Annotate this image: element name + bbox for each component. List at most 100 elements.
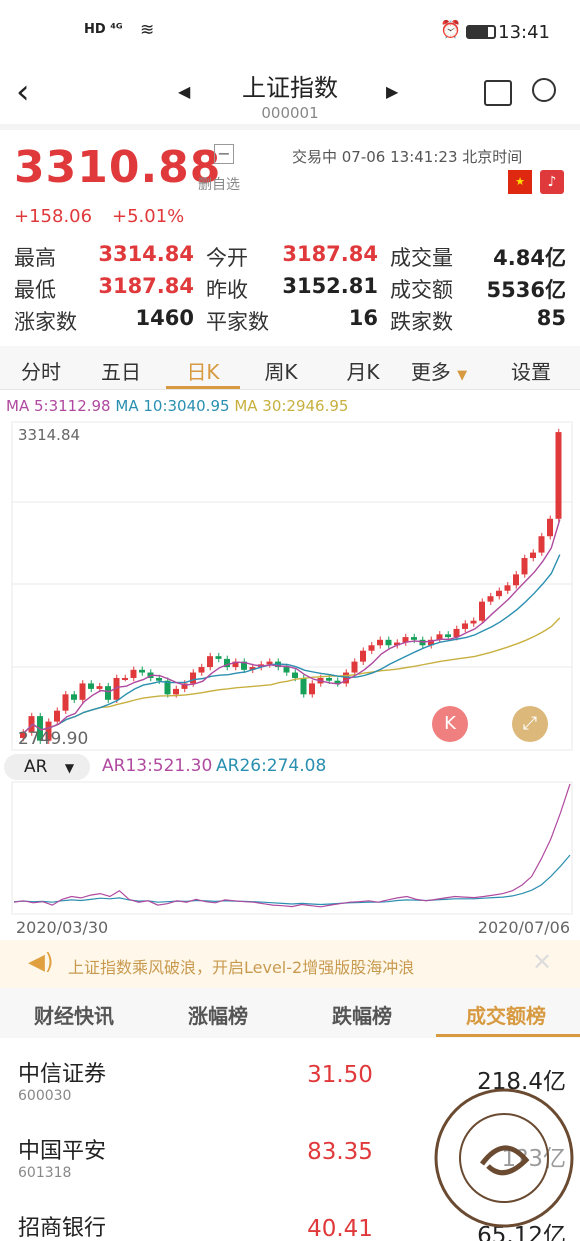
candle [224, 658, 230, 668]
stock-name: 招商银行 [18, 1216, 107, 1241]
tab-period[interactable]: 设置 [511, 360, 551, 384]
candle [521, 558, 528, 575]
nav-bar: ‹ ◀ 上证指数 000001 ▶ [0, 64, 580, 130]
candle [96, 686, 103, 689]
chart-high-label: 3314.84 [18, 426, 81, 444]
candle [377, 639, 383, 646]
ma10-label: MA 10:3040.95 [115, 397, 230, 415]
tab-period[interactable]: 更多 ▼ [410, 360, 468, 384]
indicator-bar: AR ▼ AR13:521.30 AR26:274.08 [0, 752, 580, 780]
candle [334, 680, 341, 684]
price-change-pct: +5.01% [112, 206, 185, 227]
tab-ranking[interactable]: 跌幅榜 [332, 1004, 392, 1028]
candle [547, 518, 553, 537]
candle [88, 683, 94, 689]
candle [479, 601, 485, 621]
banner-text: 上证指数乘风破浪，开启Level-2增强版股海冲浪 [68, 958, 415, 977]
stat-label: 跌家数 [390, 310, 453, 334]
china-flag-icon: ★ [508, 170, 532, 194]
tab-period[interactable]: 五日 [101, 360, 141, 384]
candle [343, 672, 349, 684]
ma5-line [23, 519, 561, 734]
fullscreen-icon[interactable]: ⤢ [512, 706, 548, 742]
ar-chart [11, 781, 573, 915]
candle [232, 661, 239, 668]
indicator-name: AR [24, 757, 48, 777]
tab-period[interactable]: 周K [264, 360, 298, 384]
stock-code: 000001 [261, 104, 319, 122]
ma30-line [23, 617, 561, 734]
clock: 13:41 [498, 22, 550, 43]
tab-period[interactable]: 分时 [21, 360, 61, 384]
stat-value: 3187.84 [98, 274, 194, 298]
candle [530, 552, 536, 559]
kline-chart[interactable] [0, 418, 580, 752]
active-tab-underline [166, 386, 240, 389]
candle [181, 683, 188, 689]
candle [538, 536, 545, 553]
candle [198, 667, 205, 673]
ma-legend: MA 5:3112.98 MA 10:3040.95 MA 30:2946.95 [6, 397, 348, 415]
candle [470, 620, 477, 624]
kline-toggle-icon[interactable]: K [432, 706, 468, 742]
candle [513, 574, 519, 586]
candle [385, 639, 392, 646]
candle [139, 669, 145, 673]
table-row[interactable]: 中信证券 600030 31.50 218.4亿 [0, 1054, 580, 1131]
tab-period[interactable]: 日K [186, 360, 220, 384]
candle [411, 637, 417, 640]
back-icon[interactable]: ‹ [16, 72, 30, 112]
candle [45, 721, 52, 741]
candle [164, 680, 171, 695]
indicator-selector[interactable]: AR ▼ [4, 754, 90, 780]
candle [130, 669, 137, 678]
remove-watch-button[interactable]: 删自选 [198, 177, 240, 193]
stat-value: 4.84亿 [493, 246, 566, 270]
alert-bell-icon[interactable]: ♪ [540, 170, 564, 194]
candle [173, 688, 179, 695]
candle [428, 639, 434, 646]
next-stock-icon[interactable]: ▶ [386, 82, 399, 101]
tab-ranking[interactable]: 涨幅榜 [188, 1004, 248, 1028]
prev-stock-icon[interactable]: ◀ [178, 82, 191, 101]
stock-code: 601318 [18, 1165, 72, 1181]
ma10-line [23, 554, 561, 734]
candle [215, 656, 222, 659]
search-icon[interactable] [532, 78, 556, 102]
stock-price: 83.35 [307, 1139, 373, 1165]
remove-watch-icon[interactable]: − [214, 144, 234, 164]
trade-status: 交易中 07-06 13:41:23 北京时间 [292, 148, 523, 166]
stock-price: 31.50 [307, 1062, 373, 1088]
stat-label: 最高 [14, 246, 56, 270]
candle [555, 432, 562, 519]
promo-banner[interactable]: ◀) 上证指数乘风破浪，开启Level-2增强版股海冲浪 ✕ [0, 940, 580, 988]
candle [156, 677, 162, 681]
tab-ranking[interactable]: 财经快讯 [34, 1004, 114, 1028]
table-row[interactable]: 招商银行 40.41 65.12亿 [0, 1208, 580, 1241]
stat-value: 85 [536, 306, 566, 330]
candle [351, 661, 358, 673]
stat-label: 今开 [206, 246, 248, 270]
ar13-line [13, 783, 571, 908]
ma30-label: MA 30:2946.95 [234, 397, 349, 415]
candle [368, 645, 375, 651]
candle [79, 683, 86, 700]
stat-value: 3314.84 [98, 242, 194, 266]
ar26-line [13, 854, 571, 906]
network-indicator: HD ⁴ᴳ [84, 22, 123, 37]
candle [62, 694, 69, 711]
tab-period[interactable]: 月K [346, 360, 380, 384]
candle [445, 634, 451, 638]
share-icon[interactable] [484, 80, 512, 106]
alarm-icon: ⏰ [440, 20, 462, 40]
stat-label: 涨家数 [14, 310, 77, 334]
candle [402, 637, 409, 643]
chevron-down-icon: ▼ [64, 761, 75, 775]
close-icon[interactable]: ✕ [532, 948, 553, 976]
watermark-seal [434, 1088, 574, 1228]
candle [462, 623, 468, 629]
stock-name: 中信证券 [18, 1062, 107, 1087]
candle [309, 683, 315, 695]
stock-price: 40.41 [307, 1216, 373, 1241]
tab-ranking[interactable]: 成交额榜 [466, 1004, 546, 1028]
